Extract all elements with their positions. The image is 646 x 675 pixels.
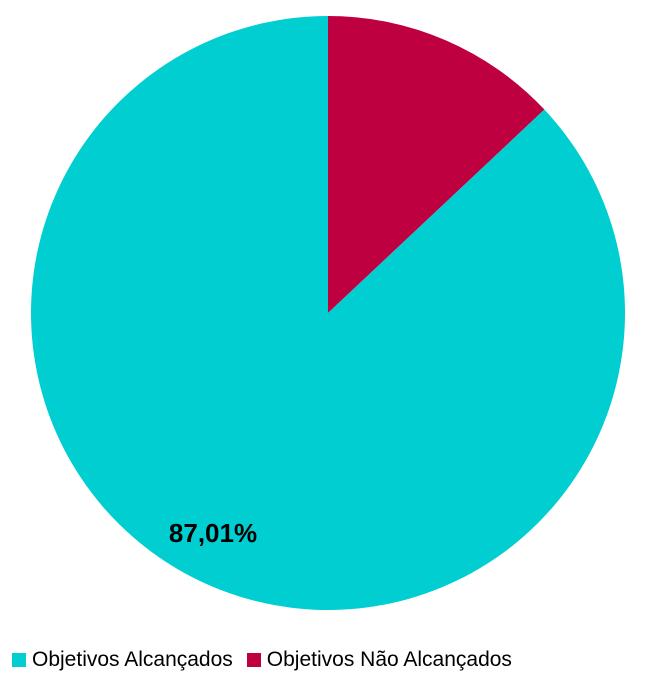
slice-data-label-objetivos-alcancados: 87,01% bbox=[169, 518, 257, 548]
pie-slice-objetivos-alcancados bbox=[31, 16, 626, 610]
chart-legend: Objetivos Alcançados Objetivos Não Alcan… bbox=[12, 648, 526, 672]
pie-chart: 87,01% bbox=[31, 16, 626, 610]
legend-swatch-objetivos-nao-alcancados bbox=[246, 653, 261, 667]
legend-item-objetivos-nao-alcancados: Objetivos Não Alcançados bbox=[246, 648, 512, 672]
legend-label-objetivos-alcancados: Objetivos Alcançados bbox=[32, 648, 233, 671]
pie-slices bbox=[31, 16, 626, 610]
pie-slice-objetivos-nao-alcancados bbox=[328, 16, 545, 313]
legend-label-objetivos-nao-alcancados: Objetivos Não Alcançados bbox=[266, 648, 512, 671]
legend-item-objetivos-alcancados: Objetivos Alcançados bbox=[12, 648, 233, 672]
legend-swatch-objetivos-alcancados bbox=[12, 653, 26, 667]
